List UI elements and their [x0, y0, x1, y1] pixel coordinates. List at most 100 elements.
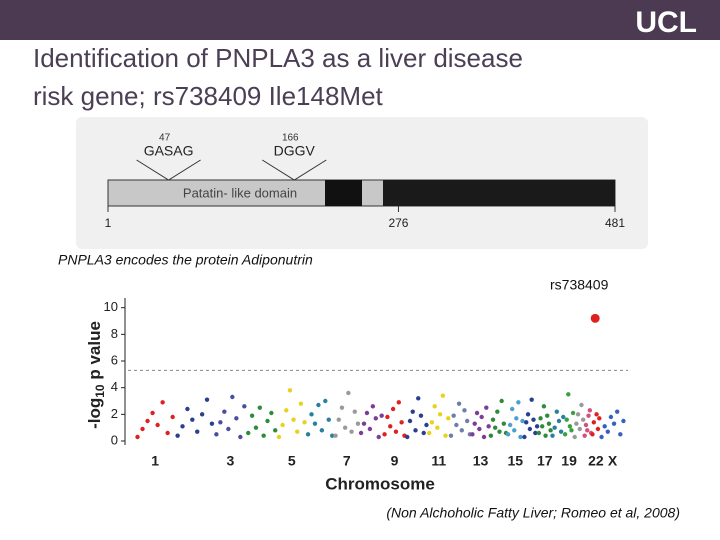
snp-point: [421, 430, 426, 436]
snp-point: [472, 421, 477, 426]
y-tick-label: 6: [111, 352, 118, 367]
snp-point: [582, 433, 587, 438]
snp-point: [490, 417, 496, 422]
caption: PNPLA3 encodes the protein Adiponutrin: [58, 252, 313, 268]
snp-point: [510, 406, 515, 412]
title-line: risk gene; rs738409 Ile148Met: [33, 81, 384, 111]
snp-point: [346, 390, 351, 396]
position-label: 1: [105, 216, 112, 230]
x-tick-label: 22: [588, 453, 604, 469]
snp-point: [492, 425, 498, 430]
snp-point: [385, 414, 390, 420]
snp-point: [488, 433, 494, 438]
snp-point: [437, 412, 443, 417]
snp-point: [280, 422, 285, 428]
snp-point: [567, 424, 573, 429]
protein-segment: [325, 180, 362, 206]
snp-point: [390, 406, 396, 412]
snp-point: [195, 429, 200, 434]
snp-point: [393, 429, 399, 434]
snp-point: [474, 410, 480, 416]
y-tick-label: 4: [111, 379, 118, 394]
snp-point: [416, 396, 421, 401]
snp-point: [507, 422, 513, 428]
snp-point: [497, 429, 502, 434]
snp-point: [579, 402, 584, 408]
snp-point: [583, 422, 589, 428]
snp-point: [484, 405, 489, 410]
snp-point: [265, 418, 270, 424]
title-line: Identification of PNPLA3 as a liver dise…: [33, 43, 523, 73]
snp-point: [330, 433, 335, 438]
snp-point: [305, 432, 311, 437]
snp-point: [238, 434, 243, 440]
snp-point: [312, 421, 318, 426]
snp-point: [155, 422, 160, 428]
snp-point: [429, 420, 435, 425]
x-tick-label: 1: [151, 453, 159, 469]
snp-point: [569, 428, 574, 433]
snp-point: [361, 421, 367, 426]
snp-point: [349, 429, 354, 434]
snp-point: [594, 412, 599, 417]
snp-point: [276, 434, 282, 440]
snp-point: [302, 420, 307, 425]
citation: (Non Alchoholic Fatty Liver; Romeo et al…: [386, 505, 680, 521]
snp-point: [342, 425, 348, 430]
annotation: rs738409: [550, 277, 609, 293]
snp-point: [611, 421, 617, 426]
snp-point: [405, 434, 410, 440]
snp-point: [180, 424, 185, 429]
motif-label: DGGV: [274, 143, 316, 159]
snp-point: [570, 410, 576, 416]
snp-point: [520, 418, 525, 424]
snp-point: [621, 418, 626, 424]
snp-point: [295, 429, 300, 434]
snp-point: [388, 424, 393, 429]
y-label-sub: 10: [93, 384, 107, 398]
snp-point: [586, 413, 591, 418]
snp-point: [572, 434, 577, 440]
snp-point: [534, 424, 540, 429]
snp-point: [140, 426, 145, 432]
y-label-part: -log: [85, 398, 104, 429]
snp-point: [527, 426, 533, 432]
snp-point: [448, 433, 454, 438]
snp-point: [536, 430, 542, 436]
snp-point: [590, 432, 595, 437]
snp-point: [298, 401, 304, 406]
snp-point: [246, 430, 251, 436]
snp-point: [548, 428, 553, 433]
snp-point: [355, 421, 361, 426]
snp-point: [226, 426, 231, 432]
x-axis-label: Chromosome: [325, 474, 435, 493]
snp-point: [218, 420, 223, 425]
snp-point: [376, 434, 381, 440]
snp-point: [367, 426, 373, 432]
snp-point: [561, 414, 566, 420]
motif-pointer: [262, 159, 327, 181]
snp-point: [499, 398, 504, 404]
snp-point: [190, 417, 195, 422]
snp-point: [309, 412, 314, 417]
snp-point: [242, 404, 247, 409]
snp-point: [426, 430, 432, 436]
snp-point: [580, 417, 586, 422]
snp-point: [287, 388, 293, 393]
snp-point: [150, 410, 155, 416]
snp-point: [533, 430, 538, 436]
snp-point: [512, 428, 517, 433]
motif-position: 166: [282, 133, 299, 144]
protein-segment: [383, 180, 615, 206]
snp-point: [538, 416, 543, 421]
snp-point: [525, 412, 531, 417]
snp-point: [562, 432, 568, 437]
x-tick-label: 3: [226, 453, 234, 469]
snp-point: [165, 430, 170, 436]
snp-point: [605, 429, 611, 434]
snp-point: [432, 404, 437, 409]
logo: UCL: [635, 6, 697, 39]
snp-point: [587, 408, 593, 413]
motif-label: GASAG: [144, 143, 194, 159]
x-tick-label: 17: [537, 453, 553, 469]
